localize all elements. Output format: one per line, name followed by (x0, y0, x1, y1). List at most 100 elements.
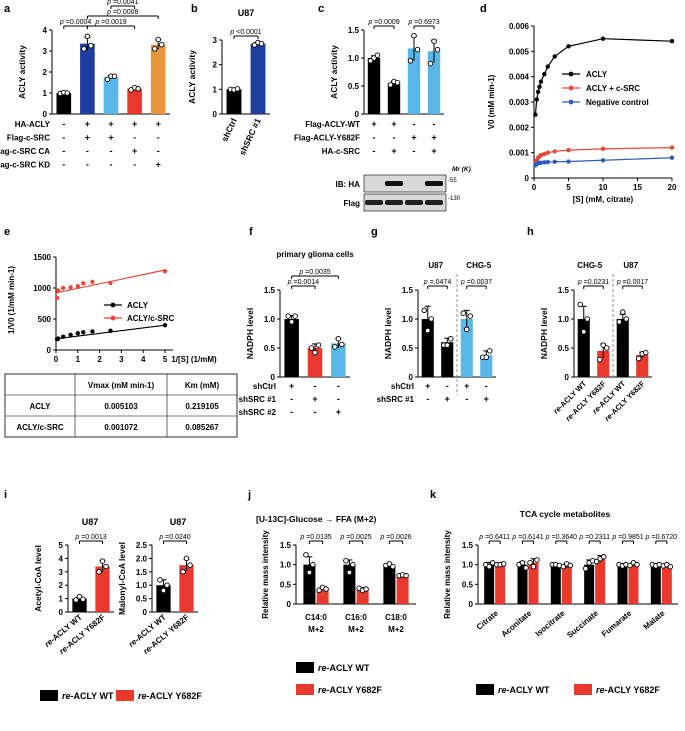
panel-h-y-tick-label: 1.0 (558, 315, 570, 324)
panel-f-point (308, 345, 315, 351)
panel-i1-y-tick-label: 1 (59, 595, 64, 604)
panel-d-series-point (542, 160, 547, 165)
panel-c-sign: + (371, 119, 376, 129)
panel-c-row-label: HA-c-SRC (322, 147, 360, 156)
panel-i1-point (76, 593, 83, 600)
panel-c-bar (367, 58, 381, 114)
panel-k-point (486, 563, 492, 570)
panel-d-series-point (542, 71, 547, 77)
panel-g-bar (421, 319, 434, 377)
panel-j-p-value: p =0.0135 (299, 534, 331, 541)
panel-j-legend-label: re-ACLY WT (318, 663, 370, 673)
panel-k-point (519, 559, 526, 566)
panel-i2-p-value: p =0.0240 (158, 534, 190, 541)
panel-a-point (84, 33, 91, 40)
panel-d-series-point (600, 36, 606, 41)
panel-d-series-point (552, 159, 557, 164)
panel-k-p-value: p =0.6411 (478, 534, 510, 541)
panel-g-y-tick-label: 0.5 (402, 344, 414, 353)
panel-f-y-label: NADPH level (245, 308, 255, 360)
panel-k-point (593, 558, 600, 565)
panel-k-bar (528, 562, 539, 604)
panel-k-legend-label: re-ACLY Y682F (596, 685, 660, 695)
panel-g-title: CHG-5 (466, 261, 491, 270)
panel-c-point (371, 55, 377, 61)
panel-h-point (616, 319, 623, 325)
panel-e-point (162, 269, 168, 274)
panel-d-x-tick-label: 5 (566, 183, 571, 192)
panel-f-point (315, 342, 322, 348)
panel-f-sign: - (337, 381, 340, 391)
panel-i2-y-tick-label: 0.5 (136, 595, 148, 604)
panel-e-point (55, 336, 61, 341)
panel-a-point (104, 76, 111, 83)
panel-k-p-value: p =0.6141 (511, 534, 543, 541)
panel-c-bar (407, 48, 421, 115)
panel-j-point (310, 561, 316, 568)
panel-d-series-point (545, 64, 550, 69)
panel-c-sign: + (391, 119, 396, 129)
panel-g-point (487, 348, 493, 354)
panel-j-bar (343, 564, 356, 604)
panel-i2-bar (179, 565, 194, 612)
panel-c-sign: - (413, 119, 416, 129)
panel-d-y-tick-label: 0.003 (509, 98, 530, 107)
panel-c-sign: - (393, 133, 396, 143)
panel-h-y-label: NADPH level (539, 308, 549, 360)
panel-f-bar (331, 343, 346, 377)
panel-j-point (350, 561, 356, 568)
panel-h-bar (577, 319, 590, 377)
panel-b-bar (250, 43, 266, 115)
panel-a-y-tick-label: 1 (43, 89, 48, 98)
panel-i2-point (164, 582, 170, 588)
panel-d-y-tick-label: 0.002 (509, 123, 530, 132)
panel-a-sign: + (132, 119, 137, 129)
panel-e-x-tick-label: 3 (119, 355, 124, 364)
panel-e-legend-marker (110, 315, 116, 321)
panel-i2-y-tick-label: 1.5 (136, 568, 148, 577)
panel-k-bar (550, 564, 561, 604)
panel-d-series-point (534, 97, 539, 102)
panel-i1-y-label: Acetyl-CoA level (33, 545, 43, 612)
panel-a-bar (127, 88, 142, 114)
panel-d-legend-label: ACLY (586, 70, 608, 79)
panel-f-y-tick-label: 0 (271, 373, 276, 382)
panel-f-title: primary glioma cells (276, 250, 354, 259)
panel-e-x-tick-label: 0 (54, 355, 59, 364)
panel-k-category: Malate (642, 608, 667, 631)
panel-e-x-tick-label: 4 (141, 355, 146, 364)
panel-c-blot-label: Flag (344, 199, 361, 208)
panel-i2-point (187, 562, 193, 568)
panel-d-y-label: V0 (mM min-1) (487, 74, 496, 129)
panel-e-point (68, 285, 73, 290)
panel-c-band (385, 181, 403, 186)
panel-d-legend-marker (568, 71, 574, 77)
panel-i2-y-tick-label: 2.5 (136, 541, 148, 550)
panel-i2-point (157, 577, 163, 583)
panel-a-sign: - (62, 119, 65, 129)
panel-k-y-tick-label: 1.0 (462, 561, 474, 570)
panel-k-y-tick-label: 0.5 (462, 580, 474, 589)
panel-k-bar (595, 558, 606, 604)
panel-d-series-point (538, 153, 544, 158)
panel-f-sign: + (336, 407, 341, 417)
panel-d-x-tick-label: 15 (633, 183, 642, 192)
panel-c-p-value: p =0.6973 (407, 19, 439, 26)
panel-j-category: C18:0 (385, 613, 407, 622)
panel-h-p-value: p =0.0017 (616, 279, 648, 286)
panel-e-y-tick-label: 500 (38, 315, 52, 324)
panel-c-blot-marker: -130 (448, 196, 461, 202)
panel-g-sign: + (484, 394, 489, 404)
panel-h-point (620, 309, 626, 315)
panel-d-series-point (538, 160, 544, 165)
panel-k-bar (484, 564, 495, 604)
panel-i1-point (99, 558, 106, 564)
panel-e-point (75, 331, 81, 336)
panel-c-point (411, 32, 417, 39)
panel-c-bar (387, 83, 401, 114)
panel-a-bar (103, 77, 119, 114)
panel-b-y-tick-label: 3 (213, 36, 218, 45)
panel-g-point (483, 354, 490, 361)
panel-f-y-tick-label: 1.0 (264, 315, 276, 324)
panel-letter-a: a (4, 3, 11, 15)
